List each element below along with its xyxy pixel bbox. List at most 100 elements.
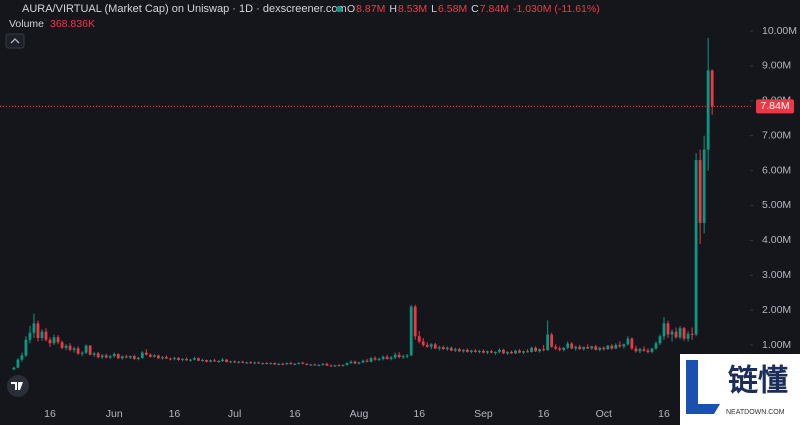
candle-body [658, 336, 662, 344]
ohlc-value: 8.53M [398, 3, 427, 15]
candle-body [634, 348, 638, 352]
candle-body [317, 364, 321, 366]
candle-body [522, 351, 525, 353]
candle-body [401, 356, 405, 358]
candle-body [550, 334, 554, 347]
button-frame[interactable] [5, 33, 25, 49]
candle-body [289, 363, 293, 365]
candle-body [670, 331, 674, 335]
candle-body [626, 338, 630, 345]
candle-body [160, 357, 164, 359]
ohlc-value: 8.87M [356, 3, 385, 15]
candle-body [510, 351, 513, 354]
candle-body [321, 363, 325, 365]
candle-body [104, 355, 108, 358]
x-tick-label: 16 [44, 408, 56, 420]
candle-body [357, 362, 361, 364]
candle-body [674, 331, 678, 338]
candle-body [413, 306, 417, 337]
x-tick-label: 16 [169, 408, 181, 420]
candle-body [60, 342, 64, 348]
logo-mark [11, 382, 23, 390]
y-tick-label: 4.00M [762, 234, 791, 246]
candle-body [686, 333, 690, 339]
candle-body [313, 364, 317, 366]
y-tick-label: 7.00M [762, 129, 791, 141]
candle-body [385, 356, 389, 359]
candle-body [518, 350, 521, 353]
candle-body [257, 362, 261, 364]
candle-body [88, 345, 92, 355]
candle-body [337, 365, 341, 367]
candle-body [201, 359, 204, 361]
candle-body [329, 365, 333, 367]
candle-body [405, 355, 409, 357]
tradingview-logo[interactable] [7, 375, 29, 397]
candle-body [285, 363, 289, 365]
last-price-badge [756, 99, 794, 114]
candle-body [164, 357, 168, 359]
candle-body [482, 350, 485, 353]
candle-body [562, 347, 566, 350]
candle-body [586, 347, 590, 349]
candle-body [189, 359, 192, 361]
candle-body [377, 358, 381, 360]
candle-body [325, 363, 329, 366]
collapse-button[interactable] [5, 33, 25, 49]
candle-body [469, 350, 473, 352]
candle-body [369, 358, 373, 362]
x-tick-label: 16 [658, 408, 670, 420]
candle-body [582, 347, 586, 350]
candle-body [16, 359, 20, 368]
candle-body [365, 360, 369, 362]
candle-body [490, 351, 493, 353]
candle-body [461, 349, 465, 352]
candle-body [381, 356, 385, 359]
candle-body [534, 347, 537, 352]
candle-body [530, 347, 533, 352]
candle-body [393, 354, 397, 358]
candle-body [277, 363, 281, 365]
candle-body [441, 347, 445, 350]
candle-body [598, 347, 602, 350]
candle-body [24, 339, 28, 356]
candle-body [48, 339, 52, 344]
candle-body [32, 323, 36, 333]
x-tick-label: Oct [596, 408, 612, 420]
candle-body [702, 149, 706, 223]
candle-body [666, 323, 670, 335]
candle-body [177, 357, 180, 360]
ohlc-value: 7.84M [480, 3, 509, 15]
candle-body [241, 361, 245, 363]
candle-body [181, 358, 184, 360]
candle-body [662, 323, 666, 337]
candle-body [148, 354, 152, 357]
candle-body [124, 356, 128, 358]
candle-body [650, 348, 654, 352]
candle-body [349, 361, 353, 364]
candle-body [397, 354, 401, 358]
candle-body [558, 348, 562, 350]
candle-body [156, 355, 160, 359]
candle-body [221, 359, 224, 362]
candle-body [478, 350, 481, 352]
candle-body [590, 346, 594, 349]
candle-body [120, 356, 124, 359]
candle-body [249, 362, 253, 364]
candle-body [217, 361, 220, 363]
candle-body [12, 367, 16, 370]
candle-body [281, 363, 285, 365]
candle-body [144, 352, 148, 355]
candle-body [646, 350, 650, 352]
candle-body [193, 358, 196, 360]
candle-body [453, 349, 457, 351]
candle-body [706, 70, 710, 150]
candle-body [152, 355, 156, 357]
plot-area [0, 38, 752, 371]
candle-body [417, 336, 421, 342]
candle-body [40, 331, 44, 339]
candle-body [265, 363, 269, 365]
candle-body [618, 344, 622, 347]
